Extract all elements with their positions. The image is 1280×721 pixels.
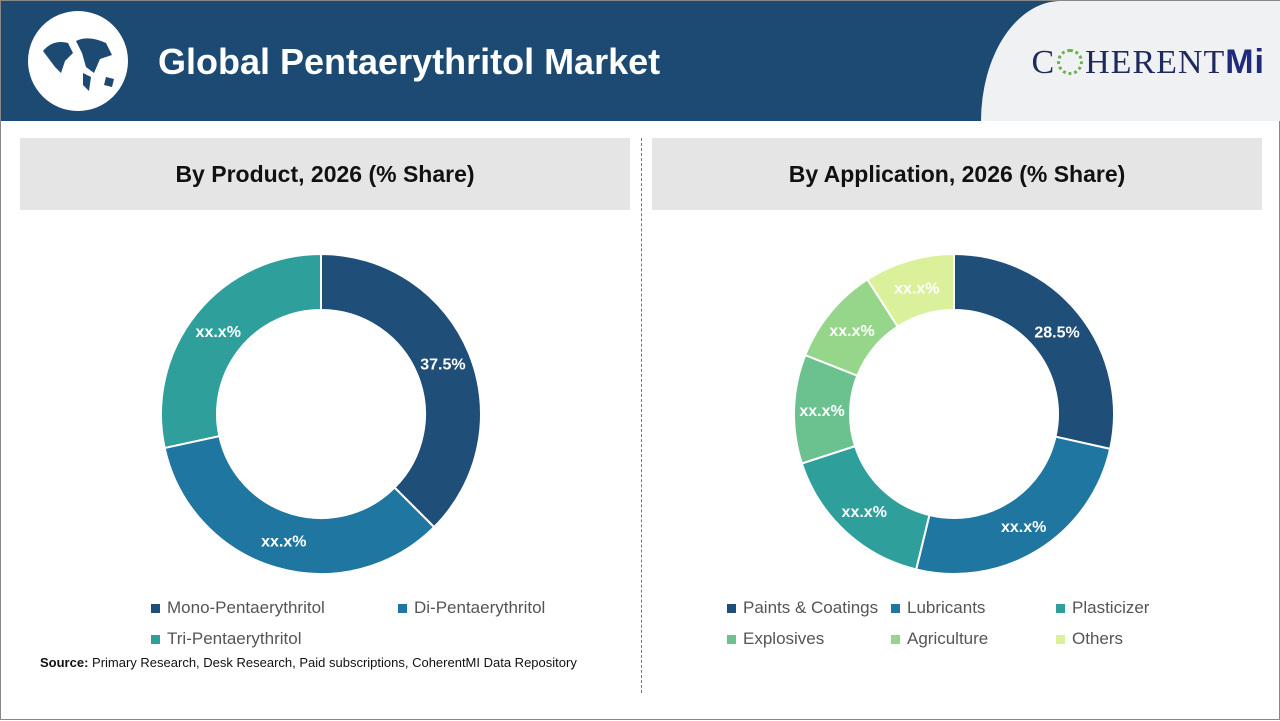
- legend-label: Di-Pentaerythritol: [414, 598, 546, 617]
- legend-swatch: [1056, 634, 1065, 644]
- legend-item: Mono-Pentaerythritol: [151, 598, 325, 618]
- product-chart-title: By Product, 2026 (% Share): [20, 138, 630, 210]
- data-label: xx.x%: [894, 280, 939, 297]
- legend-label: Explosives: [743, 629, 825, 648]
- data-label: xx.x%: [261, 534, 306, 551]
- legend-label: Mono-Pentaerythritol: [167, 598, 325, 617]
- legend-swatch: [151, 603, 160, 613]
- legend-swatch: [1056, 603, 1065, 613]
- legend-item: Others: [1056, 629, 1123, 649]
- data-label: xx.x%: [1001, 519, 1046, 536]
- legend-swatch: [727, 603, 736, 613]
- legend-swatch: [151, 634, 160, 644]
- legend-item: Di-Pentaerythritol: [398, 598, 545, 618]
- legend-item: Paints & Coatings: [727, 598, 878, 618]
- legend-swatch: [891, 634, 900, 644]
- legend-item: Plasticizer: [1056, 598, 1149, 618]
- legend-label: Others: [1072, 629, 1124, 648]
- donut-slice: [914, 435, 1112, 575]
- legend-label: Agriculture: [907, 629, 989, 648]
- legend-label: Tri-Pentaerythritol: [167, 629, 302, 648]
- globe-icon: [28, 11, 128, 111]
- donut-slice: [866, 252, 955, 328]
- data-label: xx.x%: [842, 504, 887, 521]
- legend-swatch: [727, 634, 736, 644]
- data-label: 28.5%: [1034, 324, 1079, 341]
- coherentmi-logo: C HERENTMi: [1031, 43, 1265, 81]
- data-label: 37.5%: [420, 356, 465, 373]
- legend-label: Lubricants: [907, 598, 986, 617]
- legend-item: Lubricants: [891, 598, 985, 618]
- data-label: xx.x%: [196, 324, 241, 341]
- donut-slice: [160, 252, 322, 450]
- application-chart-title: By Application, 2026 (% Share): [652, 138, 1262, 210]
- divider: [641, 138, 642, 693]
- donut-slice: [953, 252, 1115, 451]
- legend-label: Plasticizer: [1072, 598, 1150, 617]
- donut-slice: [163, 434, 436, 575]
- legend-item: Tri-Pentaerythritol: [151, 629, 301, 649]
- legend-label: Paints & Coatings: [743, 598, 879, 617]
- logo-area: C HERENTMi: [981, 1, 1280, 121]
- data-label: xx.x%: [799, 403, 844, 420]
- donut-slice: [320, 252, 482, 529]
- header-banner: Global Pentaerythritol Market C HERENTMi: [1, 1, 1280, 121]
- legend-item: Explosives: [727, 629, 824, 649]
- page-title: Global Pentaerythritol Market: [158, 41, 661, 82]
- legend-item: Agriculture: [891, 629, 988, 649]
- legend-swatch: [398, 603, 407, 613]
- source-note: Source: Primary Research, Desk Research,…: [40, 655, 577, 670]
- legend-swatch: [891, 603, 900, 613]
- data-label: xx.x%: [829, 323, 874, 340]
